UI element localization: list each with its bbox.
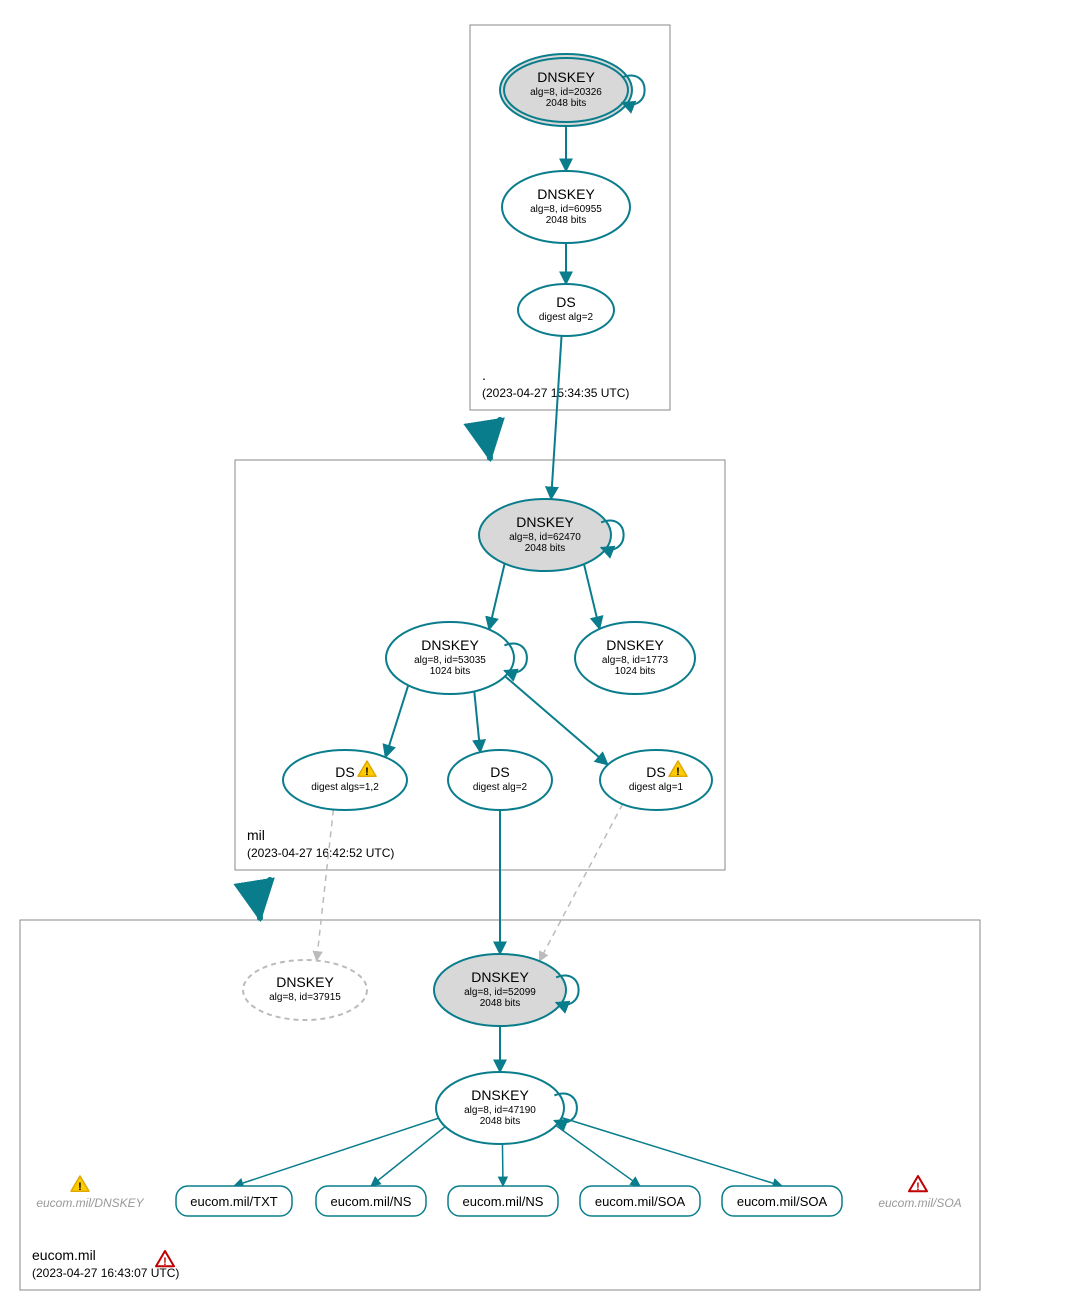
svg-text:2048 bits: 2048 bits (480, 1116, 521, 1127)
svg-text:alg=8, id=53035: alg=8, id=53035 (414, 655, 486, 666)
svg-text:eucom.mil/NS: eucom.mil/NS (463, 1194, 544, 1209)
rrset-0: eucom.mil/TXT (176, 1186, 292, 1216)
node-mil_ds2: DS digest alg=2 (448, 750, 552, 810)
node-mil_ksk: DNSKEY alg=8, id=624702048 bits (479, 499, 624, 571)
svg-text:DNSKEY: DNSKEY (537, 186, 595, 202)
dnssec-diagram: . (2023-04-27 15:34:35 UTC) mil (2023-04-27… (0, 0, 1067, 1303)
svg-text:1024 bits: 1024 bits (615, 666, 656, 677)
rrset-2: eucom.mil/NS (448, 1186, 558, 1216)
svg-text:eucom.mil/SOA: eucom.mil/SOA (878, 1196, 961, 1210)
svg-text:DNSKEY: DNSKEY (606, 637, 664, 653)
svg-text:!: ! (676, 766, 680, 778)
svg-text:eucom.mil/NS: eucom.mil/NS (331, 1194, 412, 1209)
svg-text:DNSKEY: DNSKEY (276, 974, 334, 990)
svg-text:alg=8, id=37915: alg=8, id=37915 (269, 992, 341, 1003)
svg-text:!: ! (365, 766, 369, 778)
svg-text:DNSKEY: DNSKEY (516, 514, 574, 530)
svg-text:(2023-04-27 16:42:52 UTC): (2023-04-27 16:42:52 UTC) (247, 846, 394, 860)
node-mil_zsk1: DNSKEY alg=8, id=530351024 bits (386, 622, 527, 694)
svg-text:!: ! (163, 1256, 167, 1268)
svg-text:alg=8, id=62470: alg=8, id=62470 (509, 532, 581, 543)
node-mil_zsk2: DNSKEY alg=8, id=17731024 bits (575, 622, 695, 694)
svg-text:alg=8, id=47190: alg=8, id=47190 (464, 1105, 536, 1116)
node-root_ksk: DNSKEY alg=8, id=203262048 bits (500, 54, 645, 126)
rrset-3: eucom.mil/SOA (580, 1186, 700, 1216)
svg-text:eucom.mil/SOA: eucom.mil/SOA (737, 1194, 828, 1209)
svg-text:!: ! (916, 1181, 920, 1193)
node-root_ds: DS digest alg=2 (518, 284, 614, 336)
svg-text:eucom.mil/TXT: eucom.mil/TXT (190, 1194, 277, 1209)
svg-text:2048 bits: 2048 bits (546, 215, 587, 226)
rrset-4: eucom.mil/SOA (722, 1186, 842, 1216)
svg-text:.: . (482, 367, 486, 383)
svg-text:alg=8, id=20326: alg=8, id=20326 (530, 87, 602, 98)
svg-text:2048 bits: 2048 bits (525, 543, 566, 554)
svg-text:DS: DS (646, 764, 665, 780)
svg-text:digest algs=1,2: digest algs=1,2 (311, 782, 379, 793)
rrset-1: eucom.mil/NS (316, 1186, 426, 1216)
svg-text:2048 bits: 2048 bits (480, 998, 521, 1009)
node-root_zsk: DNSKEY alg=8, id=609552048 bits (502, 171, 630, 243)
svg-text:DS: DS (556, 294, 575, 310)
svg-text:!: ! (78, 1181, 82, 1193)
svg-text:DS: DS (335, 764, 354, 780)
node-eucom_zsk: DNSKEY alg=8, id=471902048 bits (436, 1072, 577, 1144)
svg-text:DNSKEY: DNSKEY (421, 637, 479, 653)
svg-text:(2023-04-27 15:34:35 UTC): (2023-04-27 15:34:35 UTC) (482, 386, 629, 400)
svg-text:2048 bits: 2048 bits (546, 98, 587, 109)
svg-text:DNSKEY: DNSKEY (537, 69, 595, 85)
svg-text:eucom.mil/SOA: eucom.mil/SOA (595, 1194, 686, 1209)
svg-text:mil: mil (247, 827, 265, 843)
svg-text:digest alg=1: digest alg=1 (629, 782, 684, 793)
svg-text:eucom.mil/DNSKEY: eucom.mil/DNSKEY (36, 1196, 144, 1210)
svg-text:DNSKEY: DNSKEY (471, 1087, 529, 1103)
svg-text:alg=8, id=60955: alg=8, id=60955 (530, 204, 602, 215)
svg-text:1024 bits: 1024 bits (430, 666, 471, 677)
svg-text:digest alg=2: digest alg=2 (473, 782, 528, 793)
svg-text:DS: DS (490, 764, 509, 780)
svg-text:eucom.mil: eucom.mil (32, 1247, 96, 1263)
node-eucom_ksk: DNSKEY alg=8, id=520992048 bits (434, 954, 579, 1026)
svg-text:alg=8, id=1773: alg=8, id=1773 (602, 655, 669, 666)
svg-text:digest alg=2: digest alg=2 (539, 312, 594, 323)
svg-text:alg=8, id=52099: alg=8, id=52099 (464, 987, 536, 998)
node-mil_ds1: DS digest algs=1,2 (283, 750, 407, 810)
svg-text:(2023-04-27 16:43:07 UTC): (2023-04-27 16:43:07 UTC) (32, 1266, 179, 1280)
svg-text:DNSKEY: DNSKEY (471, 969, 529, 985)
node-eucom_dashed: DNSKEY alg=8, id=37915 (243, 960, 367, 1020)
node-mil_ds3: DS digest alg=1 (600, 750, 712, 810)
